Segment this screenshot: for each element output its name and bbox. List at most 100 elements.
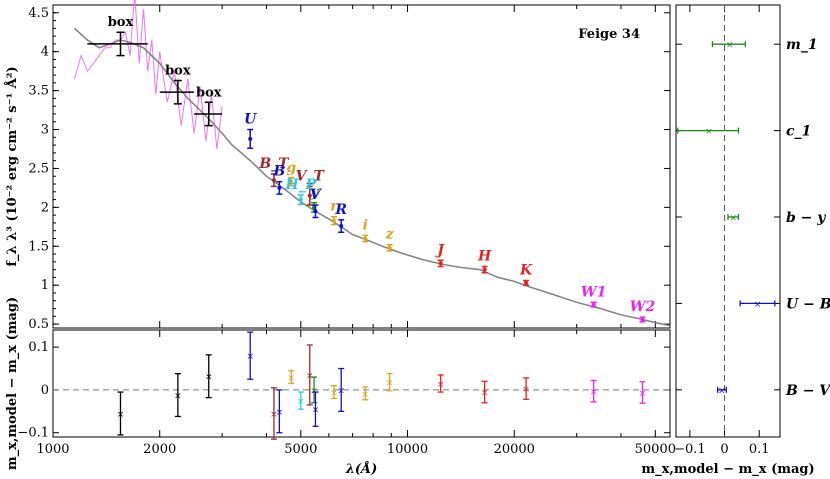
photometry-point-K (523, 279, 530, 286)
photometry-point-V (312, 204, 319, 219)
photometry-label: B_T (258, 156, 290, 172)
svg-text:×: × (726, 41, 734, 51)
residual-point: × (481, 380, 489, 404)
sed-ytick-label: 4 (41, 45, 49, 60)
chart-title: Feige 34 (578, 27, 640, 42)
residual-point: × (312, 391, 320, 427)
residual-point: × (330, 384, 338, 400)
photometry-label: B (272, 164, 285, 180)
box-point-label: box (196, 85, 222, 100)
color-index-label: m_1 (786, 37, 818, 53)
color-index-point: × (676, 41, 780, 51)
residual-point: × (288, 370, 295, 385)
photometry-label: U (244, 112, 257, 128)
photometry-label: V (310, 187, 323, 203)
photometry-point-H (481, 265, 488, 274)
photometry-point-U (247, 128, 254, 149)
color-xtick-label: 0 (720, 442, 728, 457)
photometry-point-i (362, 234, 369, 243)
svg-text:×: × (386, 379, 394, 389)
xtick-label: 50000 (635, 442, 676, 457)
sed-ytick-label: 1.5 (28, 239, 49, 254)
photometry-label: i (363, 217, 368, 233)
svg-text:×: × (361, 390, 369, 400)
svg-text:×: × (246, 352, 254, 362)
color-index-label: c_1 (786, 124, 811, 140)
photometry-label: W1 (581, 284, 606, 300)
sed-ytick-label: 3.5 (28, 84, 49, 99)
sed-ytick-label: 1 (41, 278, 49, 293)
photometry-point-g (288, 177, 295, 187)
photometry-point-W1 (590, 301, 597, 308)
svg-text:×: × (718, 386, 726, 396)
photometry-label: r (330, 199, 339, 215)
residual-point: × (386, 373, 394, 392)
box-photometry-point (194, 101, 223, 127)
svg-text:×: × (522, 385, 530, 395)
residual-point: × (117, 391, 125, 436)
color-index-point: × (676, 127, 780, 137)
res-ytick-label: 0 (41, 383, 49, 398)
color-index-point: × (676, 214, 780, 224)
sed-plot-frame (52, 4, 671, 329)
photometry-point-B (276, 180, 283, 195)
color-index-label: U − B (786, 296, 830, 312)
x-axis-title: λ(Å) (345, 461, 378, 477)
svg-text:×: × (729, 214, 737, 224)
residual-point: × (337, 367, 345, 412)
residual-plot-frame (52, 329, 671, 438)
photometry-point-B_T (270, 173, 277, 188)
box-point-label: box (165, 63, 191, 78)
sed-ytick-label: 0.5 (28, 317, 49, 332)
color-index-point: × (676, 386, 780, 396)
residual-point: × (246, 331, 254, 380)
svg-text:×: × (639, 389, 647, 399)
color-xtick-label: −0.1 (674, 442, 706, 457)
color-index-point: × (676, 300, 780, 310)
photometry-label: K (519, 263, 533, 279)
residual-point: × (437, 374, 445, 393)
residual-point: × (174, 373, 182, 418)
photometry-point-R (338, 219, 345, 234)
sed-ytick-label: 4.5 (28, 6, 49, 21)
photometry-label: V_T (296, 168, 326, 184)
photometry-label: H (477, 249, 492, 265)
sed-ytick-label: 3 (41, 123, 49, 138)
svg-text:×: × (437, 380, 445, 390)
color-plot-frame (675, 4, 781, 438)
photometry-label: g (286, 160, 296, 176)
residual-point: × (205, 354, 213, 399)
box-point-label: box (108, 15, 134, 30)
svg-text:×: × (117, 410, 125, 420)
svg-text:×: × (270, 410, 278, 420)
residual-point: × (522, 377, 530, 400)
res-ytick-label: −0.1 (17, 426, 49, 441)
box-photometry-point (87, 31, 148, 57)
xtick-label: 20000 (494, 442, 535, 457)
photometry-label: H_P (284, 177, 316, 193)
color-x-axis-title: m_x,model − m_x (mag) (641, 462, 814, 477)
box-photometry-point (159, 79, 195, 105)
residual-point: × (361, 386, 369, 401)
svg-text:×: × (205, 373, 213, 383)
sed-ytick-label: 2.5 (28, 161, 49, 176)
residual-point: × (276, 389, 284, 434)
residual-point: × (639, 381, 647, 404)
photometry-label: y (309, 185, 319, 201)
residual-point: × (297, 391, 305, 410)
svg-text:×: × (590, 388, 598, 398)
photometry-label: R (334, 202, 347, 218)
uv-spectrum-line (74, 0, 223, 150)
svg-text:×: × (481, 389, 489, 399)
color-index-label: b − y (786, 210, 826, 226)
photometry-point-H_P (297, 194, 304, 205)
photometry-point-W2 (639, 316, 646, 323)
svg-text:×: × (276, 408, 284, 418)
svg-text:×: × (297, 397, 305, 407)
residual-point: × (270, 387, 278, 440)
svg-text:×: × (705, 127, 713, 137)
xtick-label: 5000 (284, 442, 317, 457)
svg-text:×: × (312, 406, 320, 416)
photometry-point-r (330, 215, 337, 226)
